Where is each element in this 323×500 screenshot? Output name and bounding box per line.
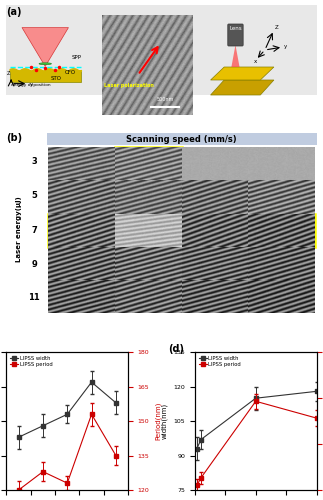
Text: Laser polarization: Laser polarization (104, 83, 154, 88)
Text: Lens: Lens (229, 26, 242, 31)
Bar (47, 134, 317, 145)
Text: Z: Z (6, 71, 10, 76)
LIPSS period (315, 415, 318, 421)
Text: y: y (30, 82, 33, 86)
Bar (10, 71, 81, 82)
LIPSS period (199, 475, 203, 481)
Legend: LIPSS width, LIPSS period: LIPSS width, LIPSS period (198, 355, 242, 368)
LIPSS width (199, 436, 203, 442)
Text: STO: STO (51, 76, 62, 81)
LIPSS period (90, 412, 94, 418)
LIPSS period (41, 468, 45, 474)
Bar (48, 214, 315, 247)
LIPSS width (41, 423, 45, 429)
Text: (b): (b) (6, 134, 23, 143)
Ellipse shape (39, 63, 51, 64)
LIPSS period (114, 452, 118, 458)
Text: 11: 11 (28, 294, 40, 302)
Text: 1: 1 (139, 147, 144, 156)
Text: 7: 7 (31, 226, 37, 234)
Text: Laser energy(μJ): Laser energy(μJ) (16, 196, 22, 262)
Text: SPP: SPP (71, 55, 81, 60)
LIPSS period (254, 398, 258, 404)
Polygon shape (211, 67, 274, 80)
Legend: LIPSS width, LIPSS period: LIPSS width, LIPSS period (9, 355, 54, 368)
Line: LIPSS period: LIPSS period (195, 400, 318, 487)
Text: 500nm: 500nm (156, 97, 174, 102)
LIPSS period (195, 482, 199, 488)
Text: (d): (d) (168, 344, 184, 354)
Text: y: y (284, 44, 287, 49)
Y-axis label: width(nm): width(nm) (162, 403, 168, 439)
LIPSS period (65, 480, 69, 486)
LIPSS width (17, 434, 21, 440)
Polygon shape (22, 28, 68, 66)
Text: energy deposition: energy deposition (11, 82, 51, 86)
Text: x: x (254, 59, 257, 64)
Text: 10: 10 (196, 147, 208, 156)
FancyBboxPatch shape (228, 24, 243, 46)
Text: 9: 9 (31, 260, 37, 269)
Line: LIPSS width: LIPSS width (17, 380, 118, 439)
Text: Z: Z (275, 25, 278, 30)
Text: 20: 20 (256, 147, 268, 156)
LIPSS width (195, 446, 199, 452)
LIPSS width (315, 388, 318, 394)
Text: 5: 5 (31, 192, 37, 200)
LIPSS width (65, 412, 69, 418)
LIPSS width (114, 400, 118, 406)
LIPSS width (254, 395, 258, 401)
Bar (115, 147, 182, 214)
Text: 0.3: 0.3 (74, 147, 88, 156)
Text: 3: 3 (31, 157, 37, 166)
Text: CFO: CFO (65, 70, 76, 76)
LIPSS width (90, 379, 94, 385)
Text: Scanning speed (mm/s): Scanning speed (mm/s) (126, 135, 237, 144)
Polygon shape (211, 80, 274, 95)
Line: LIPSS period: LIPSS period (17, 412, 118, 492)
Y-axis label: Period(nm): Period(nm) (155, 402, 162, 440)
Text: (a): (a) (6, 7, 22, 17)
LIPSS period (17, 487, 21, 493)
Polygon shape (231, 45, 240, 67)
Line: LIPSS width: LIPSS width (195, 390, 318, 450)
